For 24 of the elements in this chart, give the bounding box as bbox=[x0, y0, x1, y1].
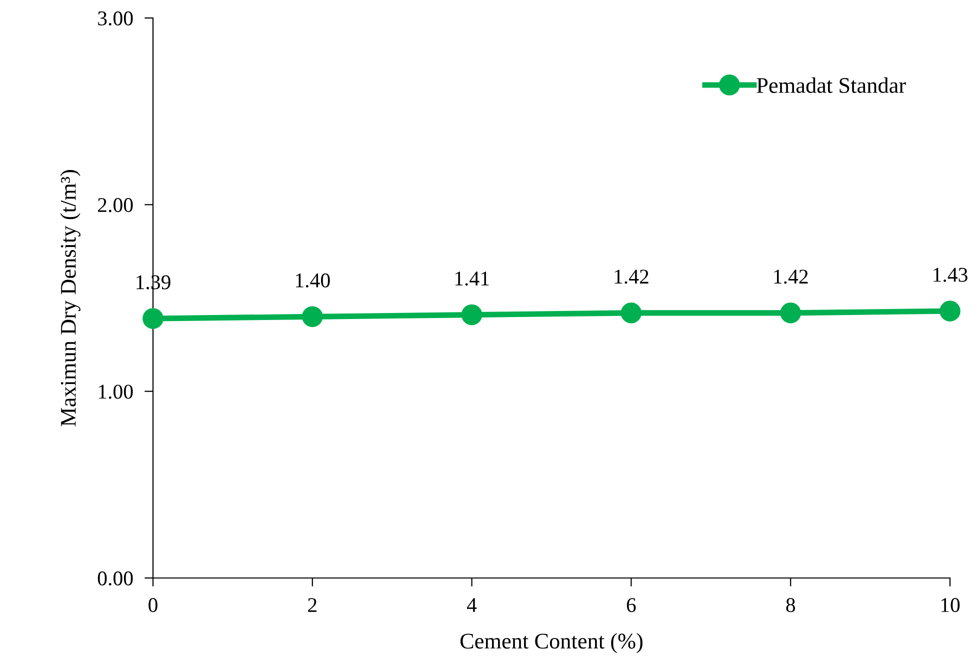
x-tick-label: 4 bbox=[467, 598, 477, 612]
y-tick-label: 2.00 bbox=[98, 198, 133, 212]
point bbox=[940, 300, 960, 322]
x-tick-label: 8 bbox=[786, 598, 796, 612]
y-axis-title: Maximun Dry Density (t/m³) bbox=[60, 170, 80, 426]
point bbox=[142, 308, 164, 329]
x-tick-label: 10 bbox=[941, 598, 960, 612]
y-tick-label: 0.00 bbox=[98, 571, 133, 586]
data-label: 1.42 bbox=[774, 270, 808, 284]
y-tick-label: 3.00 bbox=[98, 11, 133, 26]
data-label: 1.40 bbox=[296, 273, 330, 288]
y-tick-label: 1.00 bbox=[98, 384, 133, 399]
data-label: 1.43 bbox=[934, 268, 968, 282]
data-label: 1.42 bbox=[614, 270, 648, 284]
point bbox=[620, 302, 642, 324]
point bbox=[461, 304, 482, 326]
x-axis-title: Cement Content (%) bbox=[460, 633, 642, 654]
x-tick-label: 2 bbox=[308, 598, 316, 612]
legend-label: Pemadat Standar bbox=[756, 77, 906, 93]
data-label: 1.41 bbox=[455, 272, 489, 286]
point bbox=[780, 302, 802, 324]
x-tick-label: 0 bbox=[148, 598, 158, 612]
point bbox=[302, 306, 323, 328]
x-tick-label: 6 bbox=[626, 598, 636, 612]
